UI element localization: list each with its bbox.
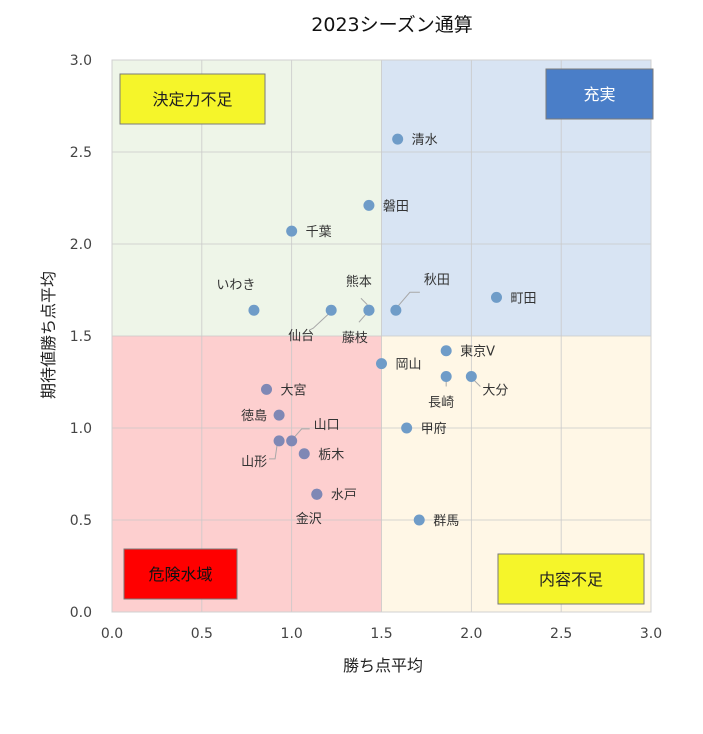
- data-point-label: 山口: [314, 418, 340, 433]
- data-point: [311, 488, 323, 500]
- label-box-naiyou: [497, 553, 645, 605]
- y-tick-label: 2.5: [70, 145, 92, 161]
- x-tick-label: 2.0: [460, 626, 482, 642]
- quadrant-label: 危険水域: [148, 565, 212, 584]
- y-tick-label: 1.5: [70, 329, 92, 345]
- label-box-juujitsu: [545, 68, 654, 120]
- data-point: [363, 304, 375, 316]
- data-point-label: 仙台: [288, 329, 314, 344]
- x-tick-label: 1.0: [281, 626, 303, 642]
- y-axis-title: 期待値勝ち点平均: [39, 271, 58, 399]
- data-point: [363, 199, 375, 211]
- y-tick-label: 2.0: [70, 237, 92, 253]
- data-point: [401, 422, 413, 434]
- data-point-label: 町田: [510, 291, 536, 306]
- data-point: [376, 358, 387, 370]
- data-point: [390, 304, 402, 316]
- data-point-label: 千葉: [306, 225, 332, 240]
- data-point-label: 大分: [482, 383, 508, 398]
- data-point-label: 甲府: [421, 422, 447, 437]
- y-tick-label: 3.0: [70, 53, 92, 69]
- data-point: [413, 514, 425, 526]
- data-point: [465, 370, 477, 382]
- label-box-kiken: [123, 548, 238, 600]
- quadrant-label: 充実: [583, 85, 615, 104]
- x-tick-label: 3.0: [640, 626, 662, 642]
- x-tick-label: 0.0: [101, 626, 123, 642]
- data-point-label: 山形: [241, 455, 267, 470]
- chart-title: 2023シーズン通算: [311, 14, 472, 36]
- x-tick-label: 0.5: [191, 626, 213, 642]
- plot-border: [111, 59, 652, 613]
- data-point: [286, 435, 298, 447]
- data-point-label: 磐田: [383, 199, 409, 214]
- data-point: [273, 435, 285, 447]
- x-axis-title: 勝ち点平均: [343, 656, 423, 675]
- plot-area: 0.0 0.5 1.0 1.5 2.0 2.5 3.0 0.0 0.5 1.0 1.5 2.0 2.5 3…: [70, 53, 662, 642]
- y-tick-label: 0.0: [70, 605, 92, 621]
- data-point-label: いわき: [216, 278, 255, 293]
- data-point: [440, 370, 452, 382]
- data-point-label: 群馬: [433, 514, 459, 529]
- data-point-label: 熊本: [346, 274, 372, 290]
- x-tick-label: 1.5: [370, 626, 392, 642]
- data-point: [298, 448, 310, 460]
- data-point: [440, 345, 452, 357]
- data-point-label: 秋田: [424, 273, 450, 288]
- y-tick-label: 0.5: [70, 513, 92, 529]
- y-tick-label: 1.0: [70, 421, 92, 437]
- data-point: [392, 133, 404, 145]
- data-point: [325, 304, 337, 316]
- quadrant-label: 内容不足: [539, 570, 603, 589]
- data-point-label: 水戸: [331, 488, 357, 503]
- data-point-label: 藤枝: [342, 331, 368, 346]
- data-point-label: 徳島: [241, 409, 267, 424]
- data-point: [261, 383, 273, 395]
- x-tick-label: 2.5: [550, 626, 572, 642]
- data-point-label: 大宮: [281, 382, 307, 398]
- data-point: [286, 225, 298, 237]
- data-point: [490, 291, 502, 303]
- data-point: [273, 409, 285, 421]
- quadrant-label: 決定力不足: [152, 90, 232, 109]
- data-point-label: 栃木: [318, 448, 344, 463]
- data-point-label: 岡山: [396, 358, 422, 373]
- data-point-label: 金沢: [296, 511, 322, 527]
- label-box-kettei: [119, 73, 266, 125]
- data-point-label: 長崎: [428, 395, 454, 410]
- data-point-label: 東京V: [460, 344, 495, 360]
- data-point: [248, 304, 260, 316]
- data-point-label: 清水: [412, 133, 438, 148]
